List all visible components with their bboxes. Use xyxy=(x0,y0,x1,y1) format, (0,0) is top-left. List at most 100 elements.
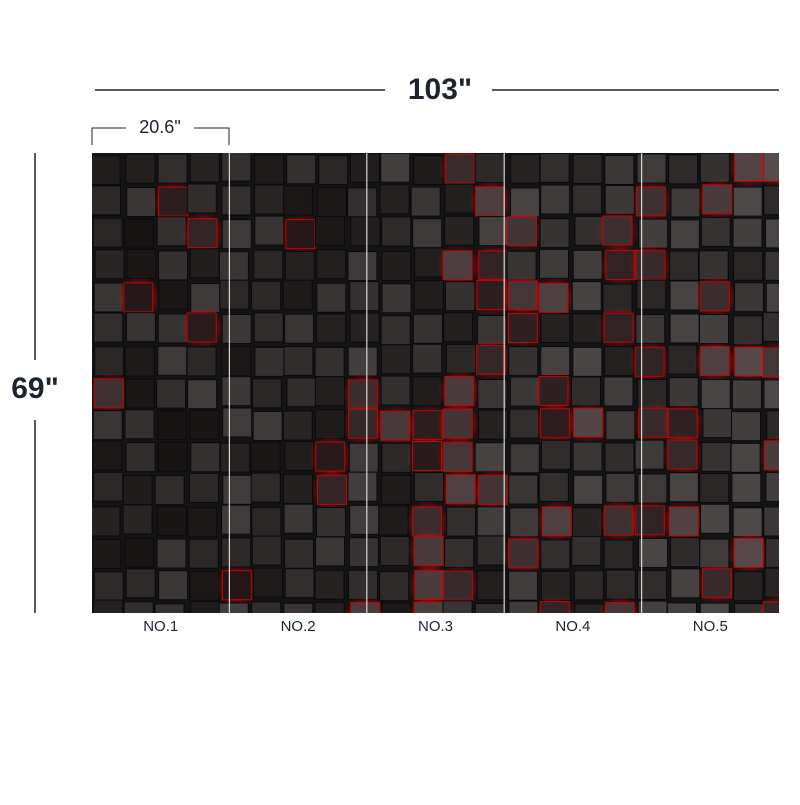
cube xyxy=(350,601,381,613)
cube xyxy=(318,155,349,186)
cube xyxy=(122,504,153,535)
cube xyxy=(699,153,730,183)
cube xyxy=(221,314,252,345)
cube xyxy=(637,473,668,504)
cube xyxy=(283,602,314,613)
cube xyxy=(253,249,284,280)
cube xyxy=(218,602,249,613)
cube xyxy=(347,471,378,502)
cube xyxy=(731,379,762,410)
cube xyxy=(347,346,378,377)
cube xyxy=(668,506,699,537)
cube xyxy=(378,505,409,536)
cube xyxy=(540,313,571,344)
cube xyxy=(763,506,779,537)
cube xyxy=(540,184,571,215)
cube xyxy=(670,568,701,599)
cube xyxy=(380,344,411,375)
cube xyxy=(93,378,124,409)
cube xyxy=(667,439,698,470)
cube xyxy=(765,282,779,313)
cube xyxy=(574,603,605,613)
cube xyxy=(92,155,121,186)
cube xyxy=(316,474,347,505)
cube xyxy=(474,603,505,613)
panel-label: NO.4 xyxy=(555,618,590,635)
cube xyxy=(732,217,763,248)
cube xyxy=(93,471,124,502)
cube xyxy=(347,569,378,600)
cube xyxy=(413,280,444,311)
cube xyxy=(316,249,347,280)
cube xyxy=(316,282,347,313)
cube xyxy=(154,475,185,506)
cube xyxy=(285,219,316,250)
cube xyxy=(124,537,155,568)
cube xyxy=(158,279,189,310)
cube xyxy=(666,602,697,613)
cube xyxy=(572,153,603,184)
cube xyxy=(475,186,506,217)
cube xyxy=(286,154,317,185)
cube xyxy=(571,281,602,312)
cube xyxy=(125,153,156,184)
cube xyxy=(157,153,188,184)
cube xyxy=(701,568,732,599)
cube xyxy=(445,281,476,312)
cube xyxy=(188,472,219,503)
cube xyxy=(157,441,188,472)
cube xyxy=(442,250,473,281)
cube xyxy=(187,379,218,410)
cube xyxy=(572,441,603,472)
cube xyxy=(635,313,666,344)
cube xyxy=(702,408,733,439)
cube xyxy=(221,346,252,377)
cube xyxy=(221,219,252,250)
cube xyxy=(506,216,537,247)
cube xyxy=(538,375,569,406)
cube xyxy=(442,441,473,472)
cube xyxy=(158,570,189,601)
cube xyxy=(701,441,732,472)
panel-label: NO.2 xyxy=(281,618,316,635)
cube xyxy=(539,218,570,249)
cube xyxy=(123,601,154,613)
cube xyxy=(509,443,540,474)
cube xyxy=(222,407,253,438)
cube xyxy=(219,279,250,310)
cube xyxy=(315,536,346,567)
cube xyxy=(317,187,348,218)
cube xyxy=(508,346,539,377)
cube xyxy=(158,250,189,281)
cube xyxy=(218,251,249,282)
cube xyxy=(669,313,700,344)
cube xyxy=(251,378,282,409)
cube xyxy=(221,537,252,568)
cube xyxy=(508,538,539,569)
cube xyxy=(508,474,539,505)
cube xyxy=(125,312,156,343)
cube xyxy=(284,538,315,569)
panel-labels: NO.1 NO.2 NO.3 NO.4 NO.5 xyxy=(143,618,728,635)
cube xyxy=(539,153,570,183)
cube xyxy=(413,535,444,566)
cube xyxy=(762,347,779,378)
cube xyxy=(348,442,379,473)
wallpaper xyxy=(92,153,779,613)
cube xyxy=(765,537,779,568)
cube xyxy=(446,506,477,537)
cube xyxy=(603,312,634,343)
cube xyxy=(316,313,347,344)
panel-width-label: 20.6" xyxy=(139,117,180,137)
height-label: 69" xyxy=(11,372,59,405)
cube xyxy=(347,408,378,439)
cube xyxy=(763,379,779,410)
cube xyxy=(283,503,314,534)
cube xyxy=(763,153,779,182)
cube xyxy=(634,439,665,470)
cube xyxy=(186,312,217,343)
cube xyxy=(250,472,281,503)
cube xyxy=(251,535,282,566)
cube xyxy=(349,504,380,535)
cube xyxy=(733,282,764,313)
